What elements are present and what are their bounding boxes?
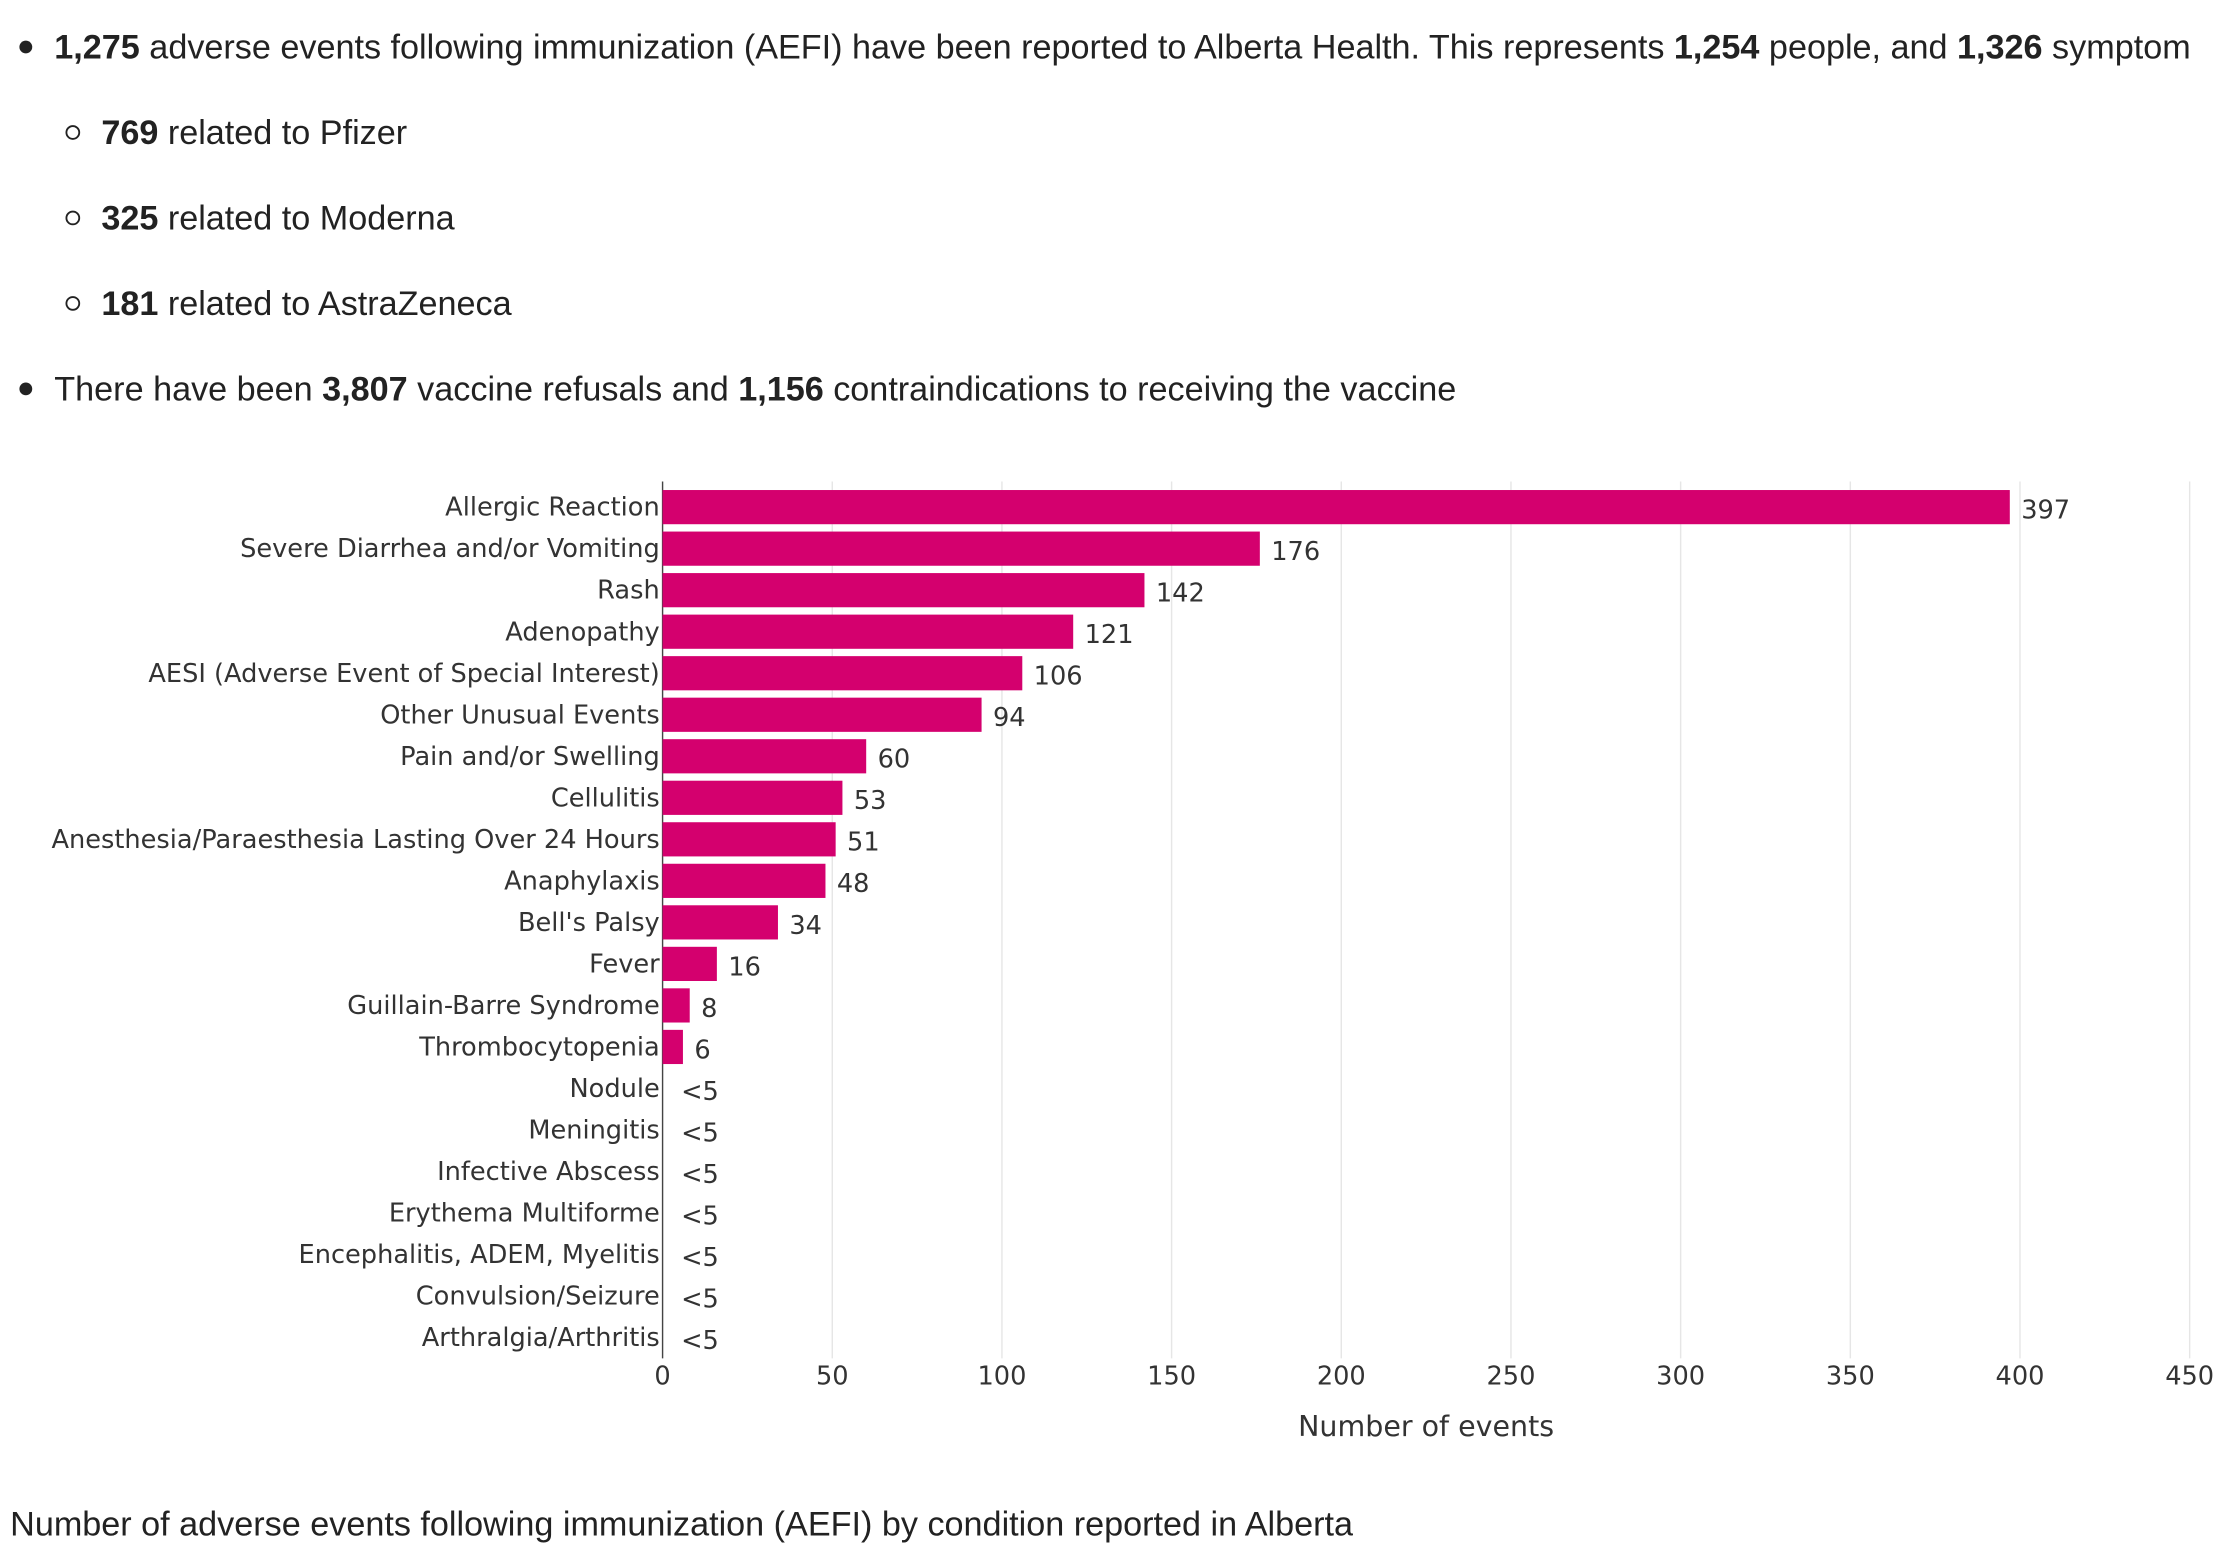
bullet-circle [65,296,81,311]
y-tick-label: Meningitis [528,1116,659,1146]
y-tick-label: Rash [597,576,660,606]
x-tick-label: 250 [1486,1362,1535,1392]
bold-number: 3,807 [322,370,408,408]
y-tick-label: AESI (Adverse Event of Special Interest) [148,659,659,689]
bullet-text: 181 related to AstraZeneca [101,285,511,323]
value-label: 176 [1271,537,1320,567]
text-span: adverse events following immunization (A… [140,28,1674,66]
bar [662,697,982,732]
y-tick-label: Other Unusual Events [380,700,659,730]
bullet-text: 325 related to Moderna [101,199,454,237]
bold-number: 181 [101,285,158,323]
x-axis-title: Number of events [1298,1410,1554,1443]
bar [662,614,1074,649]
value-label: 121 [1085,620,1134,650]
y-tick-label: Anesthesia/Paraesthesia Lasting Over 24 … [51,825,659,855]
y-tick-label: Infective Abscess [437,1157,660,1187]
value-label: <5 [681,1160,719,1190]
y-tick-label: Nodule [569,1074,659,1104]
x-tick-label: 100 [977,1362,1026,1392]
text-span: vaccine refusals and [408,370,739,408]
bar [662,988,690,1023]
bold-number: 1,156 [738,370,824,408]
value-label: <5 [681,1243,719,1273]
bold-number: 1,275 [54,28,140,66]
bar [662,822,836,857]
value-label: 397 [2021,496,2070,526]
x-tick-label: 50 [816,1362,849,1392]
value-label: 60 [878,745,911,775]
x-tick-label: 0 [654,1362,670,1392]
text-span: contraindications to receiving the vacci… [824,370,1457,408]
bold-number: 769 [101,114,158,152]
y-tick-label: Erythema Multiforme [389,1199,660,1229]
y-tick-label: Adenopathy [505,617,659,647]
x-tick-label: 350 [1826,1362,1875,1392]
x-tick-label: 300 [1656,1362,1705,1392]
value-label: 106 [1034,662,1083,692]
text-span: related to Pfizer [158,114,407,152]
value-label: 51 [847,828,880,858]
text-span: related to Moderna [158,199,454,237]
y-tick-label: Convulsion/Seizure [416,1282,660,1312]
value-label: 6 [694,1035,710,1065]
bullet-text: There have been 3,807 vaccine refusals a… [54,370,1456,408]
bold-number: 1,254 [1674,28,1760,66]
value-label: <5 [681,1326,719,1356]
value-label: <5 [681,1284,719,1314]
bold-number: 1,326 [1957,28,2043,66]
text-span: people, and [1759,28,1957,66]
y-tick-label: Cellulitis [551,783,660,813]
bar [662,946,717,981]
bullet-dot [19,40,33,54]
bullet-text: 769 related to Pfizer [101,114,407,152]
x-tick-label: 200 [1317,1362,1366,1392]
bar [662,531,1260,566]
bullet-dot [19,382,33,396]
bar [662,1029,683,1065]
value-label: 142 [1156,579,1205,609]
bullet-text: 1,275 adverse events following immunizat… [54,28,2190,66]
bullet-circle [65,210,81,226]
value-label: 34 [789,911,822,941]
value-label: <5 [681,1118,719,1148]
value-label: 53 [854,786,887,816]
x-tick-label: 400 [1996,1362,2045,1392]
y-tick-label: Arthralgia/Arthritis [422,1323,660,1353]
value-label: <5 [681,1077,719,1107]
x-tick-label: 450 [2165,1362,2214,1392]
y-tick-label: Bell's Palsy [518,908,660,938]
bold-number: 325 [101,199,158,237]
text-span: symptom [2043,28,2191,66]
bar [662,905,778,940]
x-tick-label: 150 [1147,1362,1196,1392]
y-tick-label: Encephalitis, ADEM, Myelitis [299,1240,660,1270]
y-tick-label: Guillain-Barre Syndrome [347,991,659,1021]
y-tick-label: Severe Diarrhea and/or Vomiting [240,534,660,564]
text-span: related to AstraZeneca [158,285,511,323]
value-label: 16 [728,952,761,982]
y-tick-label: Thrombocytopenia [418,1032,660,1062]
value-label: 48 [837,869,870,899]
y-tick-label: Fever [589,949,660,979]
bar [662,656,1023,691]
text-span: There have been [54,370,322,408]
y-tick-label: Pain and/or Swelling [400,742,660,772]
bar [662,490,2010,525]
y-tick-label: Anaphylaxis [504,866,660,896]
value-label: 8 [701,994,717,1024]
bar [662,573,1145,608]
bar [662,863,826,898]
value-label: 94 [993,703,1026,733]
bullet-circle [65,125,81,140]
value-label: <5 [681,1201,719,1231]
y-tick-label: Allergic Reaction [445,493,660,523]
bar [662,739,867,774]
bar [662,780,843,815]
chart-caption: Number of adverse events following immun… [10,1506,1353,1544]
